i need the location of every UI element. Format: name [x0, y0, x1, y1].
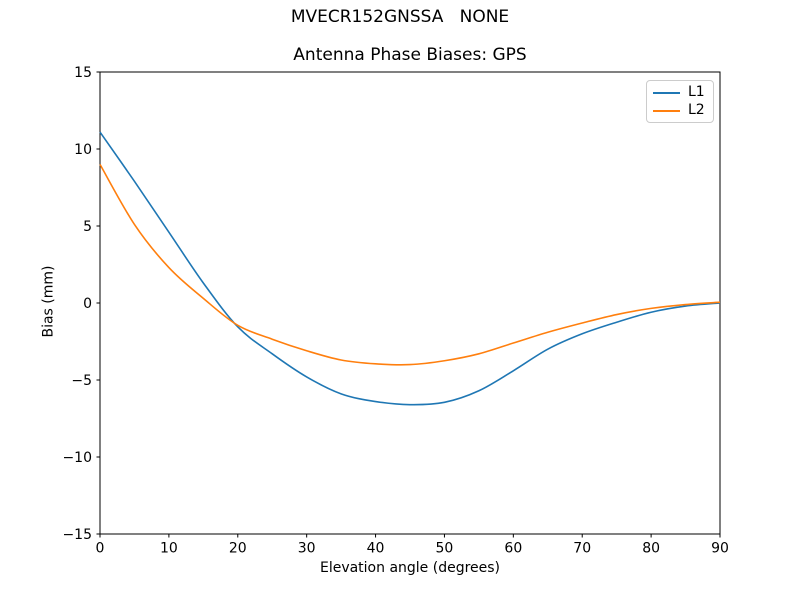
legend-line-l2-icon — [653, 109, 680, 112]
x-tick-label: 50 — [436, 541, 454, 557]
x-tick-label: 40 — [367, 541, 385, 557]
figure-title: MVECR152GNSSA NONE — [290, 7, 510, 27]
legend-line-l1-icon — [653, 91, 680, 94]
y-tick-label: −5 — [71, 373, 92, 389]
legend-label-l2: L2 — [688, 102, 705, 118]
y-tick-label: −15 — [62, 527, 92, 543]
x-tick-label: 90 — [711, 541, 729, 557]
legend-label-l1: L1 — [688, 84, 705, 100]
x-tick-label: 70 — [573, 541, 591, 557]
series-line-l1 — [99, 131, 721, 406]
legend-entry-l1: L1 — [653, 85, 707, 100]
y-tick-label: 0 — [83, 296, 92, 312]
y-tick-label: 10 — [74, 142, 92, 158]
x-tick-label: 10 — [160, 541, 178, 557]
y-tick-label: 5 — [83, 219, 92, 235]
legend-entry-l2: L2 — [653, 103, 707, 118]
legend: L1 L2 — [646, 80, 714, 123]
y-tick-label: 15 — [74, 65, 92, 81]
y-tick-label: −10 — [62, 450, 92, 466]
x-axis-label: Elevation angle (degrees) — [319, 560, 501, 576]
x-tick-label: 60 — [504, 541, 522, 557]
x-tick-label: 20 — [229, 541, 247, 557]
axes-title: Antenna Phase Biases: GPS — [293, 45, 527, 65]
axes-frame — [99, 71, 721, 535]
y-axis-label: Bias (mm) — [40, 265, 57, 338]
series-line-l2 — [99, 164, 721, 366]
x-tick-label: 0 — [96, 541, 105, 557]
x-tick-label: 80 — [642, 541, 660, 557]
x-tick-label: 30 — [298, 541, 316, 557]
